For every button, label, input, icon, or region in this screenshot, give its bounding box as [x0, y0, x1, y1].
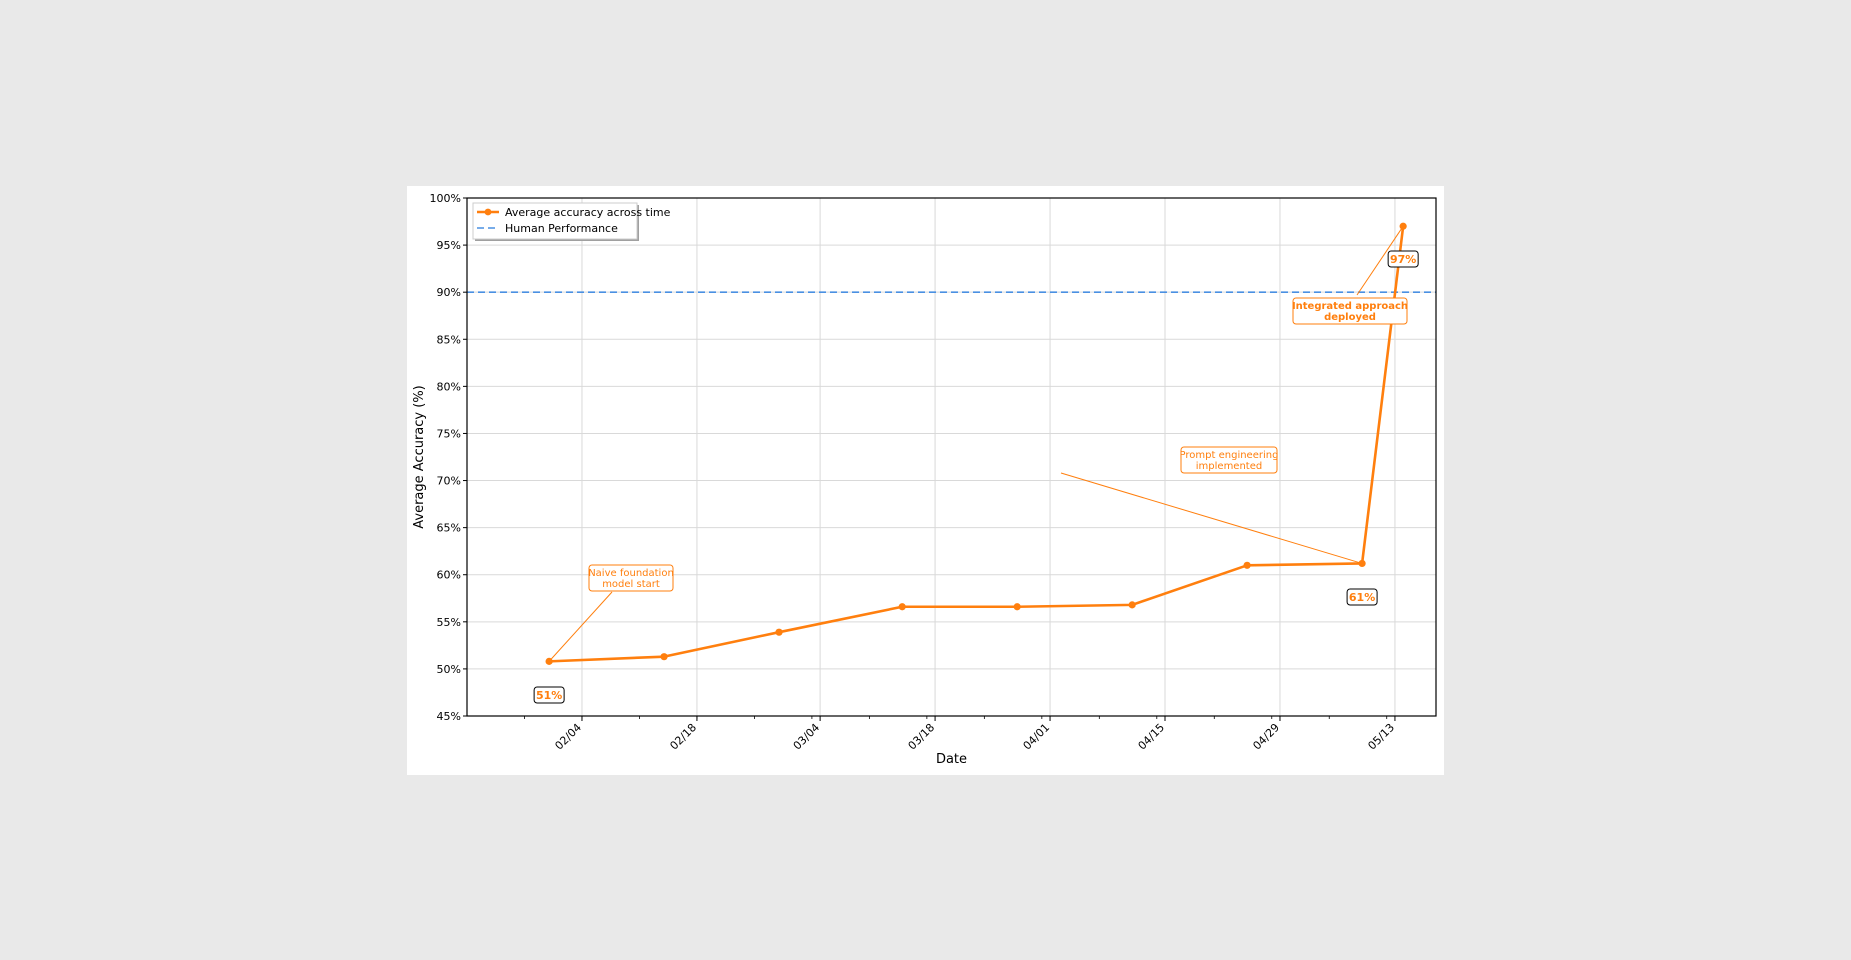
accuracy-data-point — [1243, 561, 1251, 569]
annotation-arrow — [548, 591, 613, 662]
annotation-naive-box — [588, 564, 674, 592]
plot-frame — [466, 197, 1437, 717]
value-label: 61% — [1349, 591, 1375, 604]
y-tick-label: 95% — [437, 239, 461, 252]
accuracy-data-point — [1013, 603, 1021, 611]
x-tick-label: 04/01 — [1021, 721, 1053, 753]
x-tick-label: 02/18 — [667, 721, 699, 753]
accuracy-data-point — [898, 603, 906, 611]
annotation-arrow — [1060, 472, 1363, 564]
annotation-naive-text: model start — [602, 579, 660, 590]
y-tick-label: 60% — [437, 569, 461, 582]
annotation-naive-text: Naive foundation — [588, 568, 674, 579]
value-label: 51% — [536, 689, 562, 702]
legend-series-marker — [484, 208, 492, 216]
annotation-prompt-text: implemented — [1196, 461, 1262, 472]
x-tick-label: 04/15 — [1136, 721, 1168, 753]
y-tick-label: 85% — [437, 333, 461, 346]
legend-series-label: Average accuracy across time — [505, 206, 671, 219]
accuracy-data-point — [1358, 559, 1366, 568]
accuracy-data-point — [1128, 601, 1136, 609]
x-tick-label: 04/29 — [1250, 721, 1282, 753]
y-tick-label: 45% — [437, 710, 461, 723]
y-tick-label: 55% — [437, 616, 461, 629]
legend-human-label: Human Performance — [505, 222, 618, 235]
x-tick-label: 02/04 — [552, 721, 584, 753]
x-tick-label: 05/13 — [1365, 721, 1397, 753]
x-axis-title: Date — [936, 752, 967, 767]
accuracy-data-point — [660, 653, 668, 661]
y-tick-label: 100% — [430, 192, 461, 205]
value-label-box — [1387, 250, 1419, 268]
value-label-box — [533, 686, 565, 704]
y-tick-label: 65% — [437, 522, 461, 535]
annotation-prompt-text: Prompt engineering — [1180, 450, 1279, 461]
x-tick-label: 03/18 — [906, 721, 938, 753]
y-tick-label: 50% — [437, 663, 461, 676]
x-tick-label: 03/04 — [791, 721, 823, 753]
value-label-box — [1346, 588, 1378, 606]
y-tick-label: 80% — [437, 380, 461, 393]
y-tick-label: 90% — [437, 286, 461, 299]
plot-area — [467, 198, 1436, 716]
y-tick-label: 75% — [437, 427, 461, 440]
accuracy-data-point — [1399, 222, 1407, 230]
legend-box — [472, 202, 638, 240]
y-axis-title: Average Accuracy (%) — [412, 385, 427, 529]
annotation-integrated-box — [1292, 297, 1408, 325]
y-tick-label: 70% — [437, 475, 461, 488]
annotation-prompt-box — [1180, 446, 1278, 474]
chart-figure: 45% 50% 55% 60% 65% 70% 75% 80% 85% 90% 95% 100% 02/… — [407, 186, 1444, 775]
annotation-integrated-text: Integrated approach — [1292, 301, 1408, 312]
line-chart: 45% 50% 55% 60% 65% 70% 75% 80% 85% 90% 95% 100% 02/… — [412, 192, 1437, 767]
annotation-integrated-text: deployed — [1324, 312, 1376, 323]
annotation-arrow — [1356, 225, 1404, 296]
accuracy-data-point — [775, 628, 783, 636]
value-label: 97% — [1390, 253, 1416, 266]
